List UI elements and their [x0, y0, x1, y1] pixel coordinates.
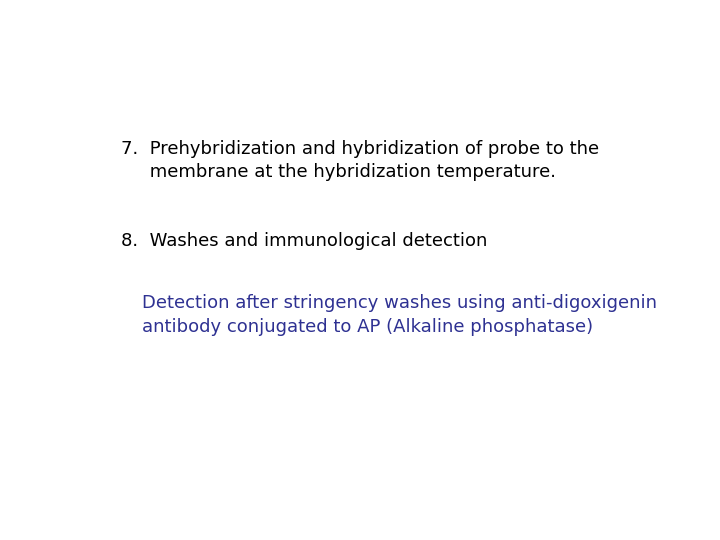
- Text: 7.  Prehybridization and hybridization of probe to the: 7. Prehybridization and hybridization of…: [121, 140, 599, 158]
- Text: 8.  Washes and immunological detection: 8. Washes and immunological detection: [121, 232, 487, 250]
- Text: antibody conjugated to AP (Alkaline phosphatase): antibody conjugated to AP (Alkaline phos…: [142, 319, 593, 336]
- Text: membrane at the hybridization temperature.: membrane at the hybridization temperatur…: [121, 163, 556, 180]
- Text: Detection after stringency washes using anti-digoxigenin: Detection after stringency washes using …: [142, 294, 657, 312]
